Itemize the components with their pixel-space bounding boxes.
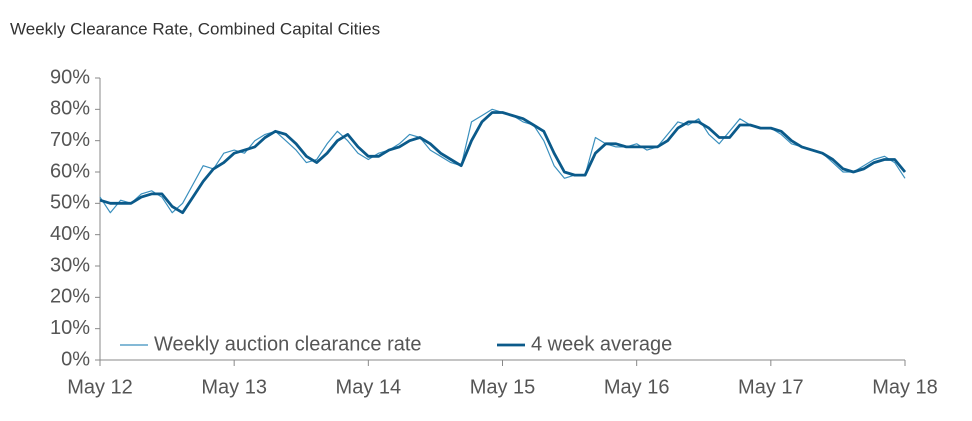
legend-label: Weekly auction clearance rate [154,333,422,355]
y-tick-label: 70% [50,129,90,151]
chart-title: Weekly Clearance Rate, Combined Capital … [10,19,380,38]
series-line [99,108,906,214]
x-tick-label: May 14 [336,376,402,398]
x-tick-label: May 16 [604,376,670,398]
x-tick-label: May 17 [738,376,804,398]
y-tick-label: 90% [50,66,90,88]
y-tick-label: 20% [50,286,90,308]
y-tick-label: 50% [50,192,90,214]
y-tick-label: 30% [50,254,90,276]
x-tick-label: May 12 [67,376,133,398]
x-tick-label: May 18 [872,376,938,398]
y-tick-label: 80% [50,98,90,120]
x-tick-label: May 15 [470,376,536,398]
legend-label: 4 week average [531,333,672,355]
y-tick-label: 0% [61,348,90,370]
y-tick-label: 10% [50,317,90,339]
series-line [99,111,907,215]
y-tick-label: 60% [50,160,90,182]
x-tick-label: May 13 [201,376,267,398]
y-tick-label: 40% [50,223,90,245]
